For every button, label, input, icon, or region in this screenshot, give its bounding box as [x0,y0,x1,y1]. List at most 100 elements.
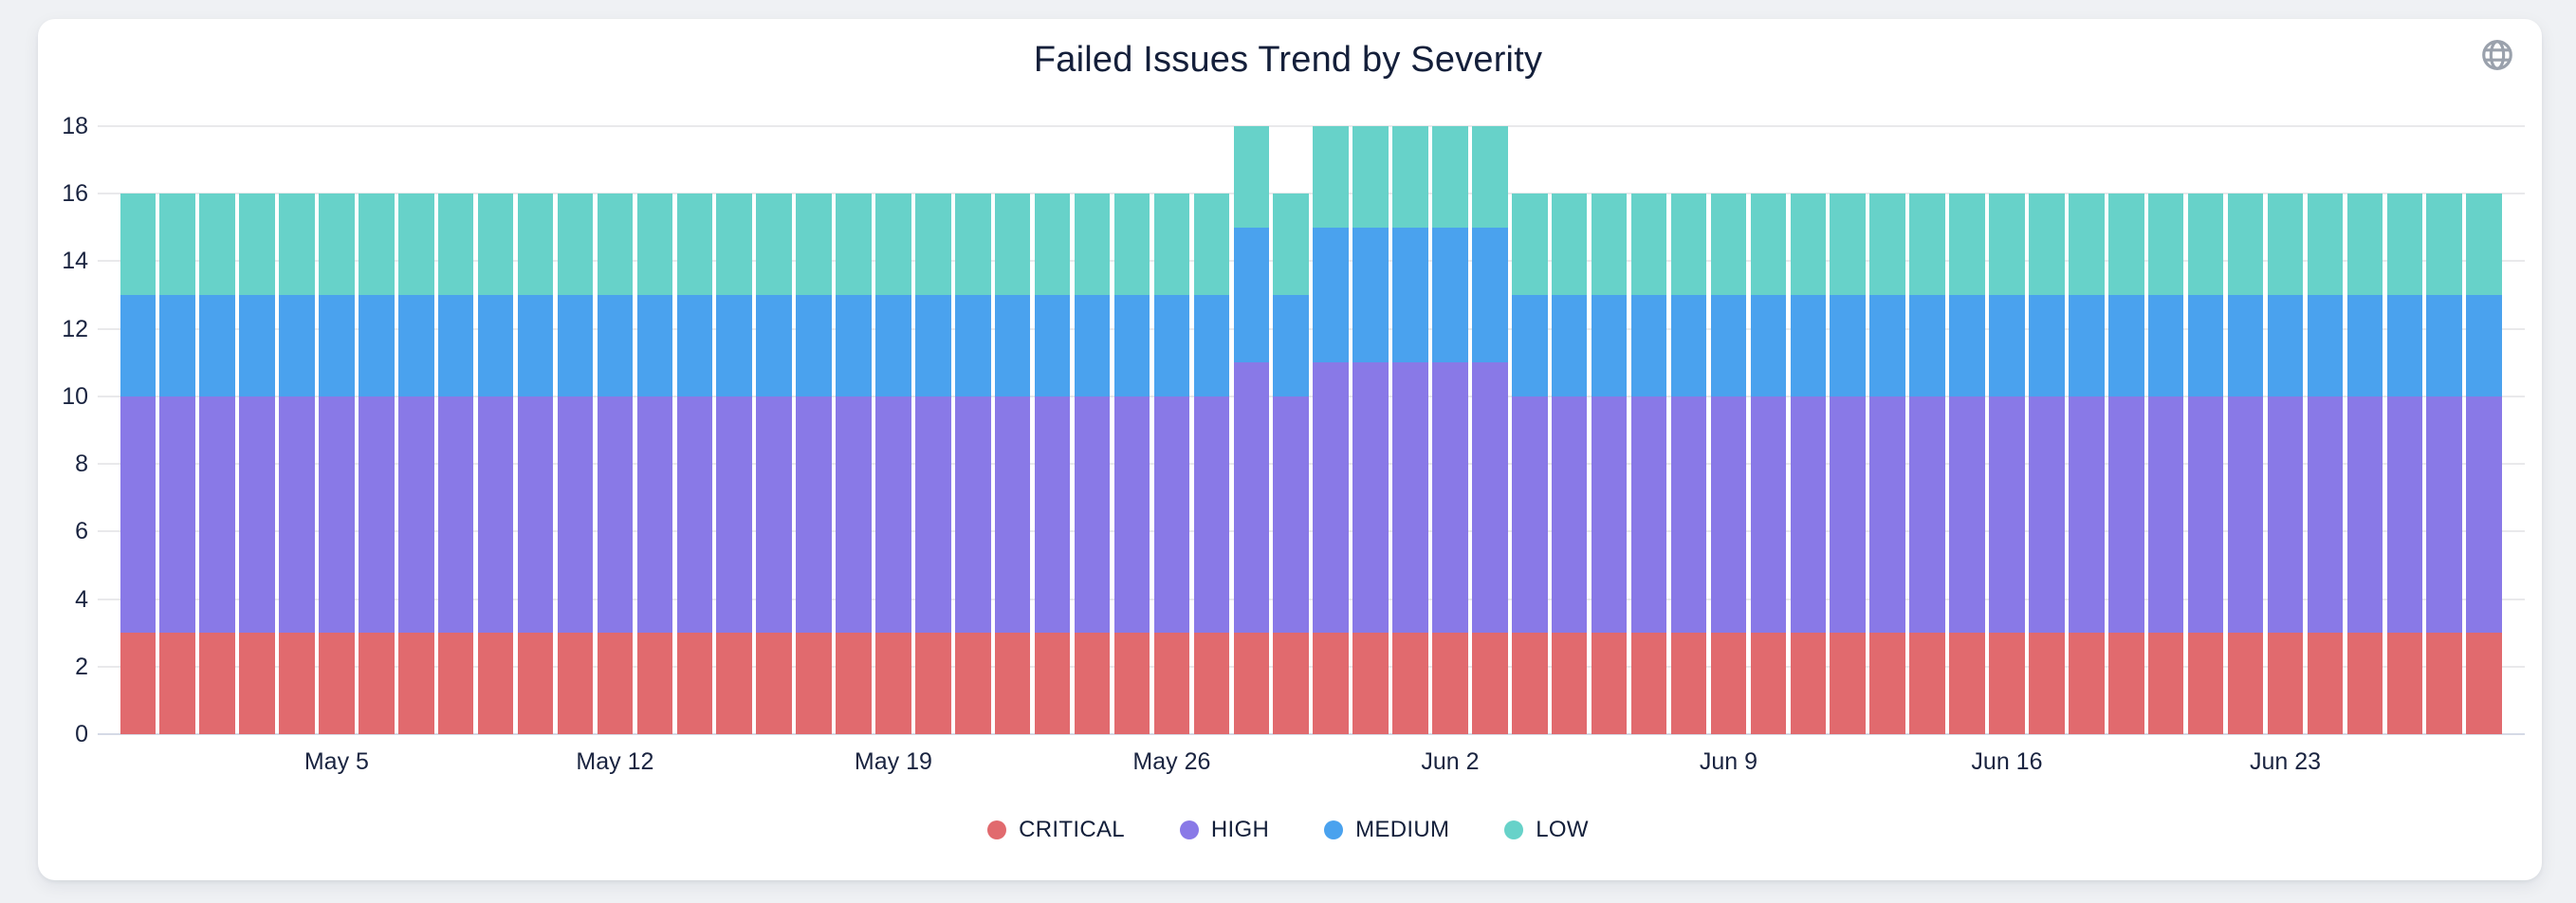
segment-high [1869,396,1905,634]
bar-may-30[interactable] [1313,126,1349,734]
segment-low [2069,194,2105,296]
legend-item-medium[interactable]: MEDIUM [1324,817,1449,843]
legend-label: LOW [1536,817,1589,842]
x-axis-label: May 19 [854,748,932,775]
segment-high [597,396,634,634]
bar-may-21[interactable] [955,194,991,734]
bar-may-29[interactable] [1273,194,1309,734]
bar-may-19[interactable] [875,194,911,734]
bar-may-18[interactable] [836,194,872,734]
bar-may-22[interactable] [994,194,1031,734]
bar-jun-25[interactable] [2346,194,2383,734]
bar-jun-14[interactable] [1909,194,1945,734]
bar-may-10[interactable] [517,194,554,734]
segment-medium [557,295,594,396]
bar-jun-19[interactable] [2108,194,2144,734]
bar-may-11[interactable] [557,194,594,734]
segment-medium [2227,295,2264,396]
bar-jun-28[interactable] [2466,194,2502,734]
segment-medium [955,295,991,396]
segment-critical [676,633,713,734]
legend-item-low[interactable]: LOW [1504,817,1589,843]
bar-may-14[interactable] [676,194,713,734]
globe-icon-glyph [2482,40,2512,70]
bar-may-25[interactable] [1113,194,1150,734]
bar-may-4[interactable] [279,194,315,734]
bar-may-9[interactable] [477,194,514,734]
bar-may-5[interactable] [319,194,355,734]
bar-apr-30[interactable] [120,194,156,734]
bar-jun-20[interactable] [2147,194,2184,734]
bar-may-24[interactable] [1074,194,1111,734]
bar-may-17[interactable] [796,194,832,734]
bar-jun-27[interactable] [2426,194,2462,734]
bar-jun-17[interactable] [2029,194,2065,734]
segment-critical [398,633,434,734]
bar-jun-3[interactable] [1472,126,1508,734]
bar-jun-26[interactable] [2386,194,2422,734]
segment-low [1750,194,1787,296]
segment-medium [1869,295,1905,396]
bar-may-1[interactable] [159,194,195,734]
bar-jun-5[interactable] [1551,194,1588,734]
x-axis-label: Jun 16 [1971,748,2043,775]
bar-may-7[interactable] [398,194,434,734]
bar-jun-6[interactable] [1591,194,1628,734]
segment-low [398,194,434,296]
legend-label: HIGH [1210,817,1270,842]
bar-jun-9[interactable] [1710,194,1747,734]
bar-may-13[interactable] [636,194,673,734]
bar-may-2[interactable] [199,194,235,734]
segment-medium [716,295,752,396]
segment-low [2307,194,2344,296]
segment-low [1670,194,1707,296]
bar-jun-11[interactable] [1790,194,1827,734]
x-axis-label: Jun 2 [1421,748,1480,775]
bar-may-23[interactable] [1034,194,1071,734]
bar-may-16[interactable] [756,194,792,734]
segment-critical [2346,633,2383,734]
segment-high [2227,396,2264,634]
bar-may-3[interactable] [239,194,275,734]
legend-item-high[interactable]: HIGH [1179,817,1270,843]
bar-jun-16[interactable] [1989,194,2025,734]
bar-jun-24[interactable] [2307,194,2344,734]
segment-high [1273,396,1309,634]
bar-may-8[interactable] [437,194,474,734]
bar-jun-15[interactable] [1949,194,1985,734]
legend-dot-critical [987,820,1007,839]
bar-jun-21[interactable] [2187,194,2224,734]
segment-medium [1551,295,1588,396]
bar-may-26[interactable] [1153,194,1190,734]
x-axis-label: Jun 9 [1699,748,1758,775]
bar-may-27[interactable] [1193,194,1230,734]
segment-low [915,194,951,296]
bar-jun-4[interactable] [1512,194,1548,734]
bar-jun-18[interactable] [2069,194,2105,734]
bar-may-15[interactable] [716,194,752,734]
segment-critical [1432,633,1468,734]
segment-medium [120,295,156,396]
bar-may-20[interactable] [915,194,951,734]
segment-high [636,396,673,634]
bar-may-28[interactable] [1233,126,1270,734]
segment-high [1989,396,2025,634]
bar-jun-8[interactable] [1670,194,1707,734]
bar-may-6[interactable] [359,194,395,734]
segment-medium [2426,295,2462,396]
bar-may-31[interactable] [1352,126,1389,734]
y-axis-label: 12 [62,315,88,342]
bar-jun-23[interactable] [2267,194,2304,734]
bar-jun-2[interactable] [1432,126,1468,734]
bar-jun-13[interactable] [1869,194,1905,734]
bar-jun-12[interactable] [1830,194,1866,734]
bar-jun-7[interactable] [1630,194,1667,734]
legend-item-critical[interactable]: CRITICAL [987,817,1125,843]
bar-jun-10[interactable] [1750,194,1787,734]
bar-jun-1[interactable] [1392,126,1428,734]
bar-may-12[interactable] [597,194,634,734]
bar-jun-22[interactable] [2227,194,2264,734]
globe-icon[interactable] [2479,37,2515,73]
segment-low [1949,194,1985,296]
